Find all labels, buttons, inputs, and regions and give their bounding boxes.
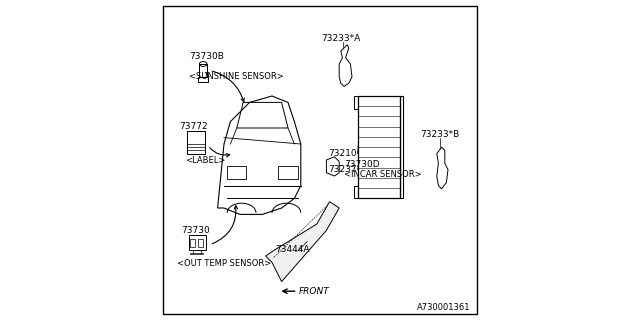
- Bar: [187, 131, 205, 154]
- Bar: [227, 166, 246, 179]
- Text: <OUT TEMP SENSOR>: <OUT TEMP SENSOR>: [177, 260, 271, 268]
- Bar: [278, 166, 298, 179]
- Text: 73237: 73237: [328, 165, 357, 174]
- Bar: [189, 235, 206, 250]
- Bar: [354, 96, 358, 109]
- Text: <INCAR SENSOR>: <INCAR SENSOR>: [344, 170, 422, 179]
- FancyArrowPatch shape: [212, 71, 244, 102]
- Text: 73444A: 73444A: [276, 245, 310, 254]
- Bar: [191, 239, 195, 247]
- Text: A730001361: A730001361: [417, 303, 470, 312]
- Text: 73233*B: 73233*B: [420, 130, 460, 139]
- Bar: [191, 253, 204, 254]
- Text: 73730: 73730: [181, 226, 209, 235]
- Text: 73730B: 73730B: [189, 52, 223, 60]
- Text: 73772: 73772: [179, 122, 208, 131]
- Text: <SUNSHINE SENSOR>: <SUNSHINE SENSOR>: [189, 72, 284, 81]
- Bar: [198, 239, 204, 247]
- FancyArrowPatch shape: [210, 148, 230, 157]
- Text: 73210: 73210: [328, 149, 357, 158]
- Bar: [200, 64, 207, 77]
- Bar: [198, 77, 209, 82]
- Text: 73730D: 73730D: [344, 160, 380, 169]
- Bar: [400, 96, 403, 198]
- FancyArrowPatch shape: [212, 205, 237, 244]
- Text: <LABEL>: <LABEL>: [186, 156, 226, 164]
- Text: 73233*A: 73233*A: [321, 34, 360, 43]
- Bar: [354, 186, 358, 198]
- Text: FRONT: FRONT: [300, 287, 330, 296]
- Polygon shape: [266, 202, 339, 282]
- Bar: [358, 96, 400, 198]
